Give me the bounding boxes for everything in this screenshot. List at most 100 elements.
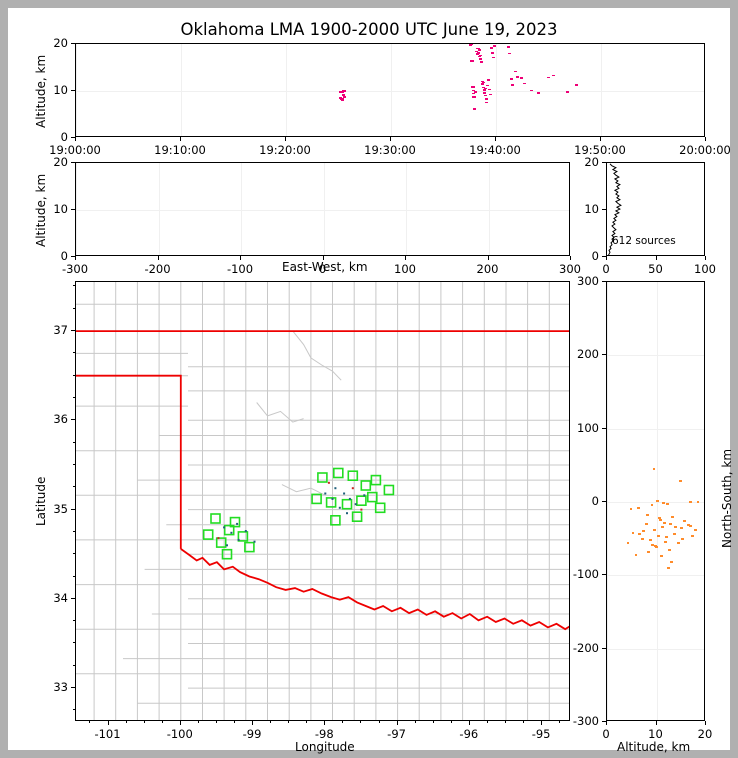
gridline-vertical — [488, 163, 490, 255]
source-point — [656, 499, 659, 502]
source-point — [506, 46, 510, 48]
station-marker — [244, 541, 255, 553]
station-marker — [330, 515, 341, 526]
y-tick-label: 0 — [60, 130, 68, 144]
station-marker — [332, 467, 344, 479]
source-point — [477, 55, 481, 58]
source-point — [334, 487, 337, 490]
ax2-ylabel: Altitude, km — [34, 173, 48, 247]
source-point — [663, 521, 666, 524]
source-point — [696, 501, 700, 503]
altitude-histogram-panel[interactable] — [606, 162, 705, 256]
x-tick — [324, 721, 326, 725]
x-tick-label: 0 — [602, 262, 610, 276]
y-tick-label: -300 — [572, 714, 599, 728]
gridline-vertical — [323, 163, 325, 255]
x-minor-tick — [414, 721, 416, 723]
x-tick-label: -200 — [144, 262, 171, 276]
source-point — [351, 487, 354, 490]
source-point — [470, 60, 474, 62]
state-border-south — [180, 548, 569, 631]
source-point — [475, 53, 480, 55]
x-minor-tick — [179, 721, 181, 723]
source-point — [651, 543, 654, 546]
x-tick — [655, 256, 657, 260]
source-point — [522, 82, 526, 85]
x-tick-label: 50 — [648, 262, 663, 276]
x-minor-tick — [143, 721, 145, 723]
east-west-height-panel[interactable] — [75, 162, 570, 256]
y-minor-tick — [73, 530, 75, 532]
top-spine-gap — [255, 160, 270, 163]
x-minor-tick — [450, 721, 452, 723]
source-point — [226, 544, 228, 547]
y-tick-label: 300 — [577, 274, 599, 288]
top-spine-gap — [307, 160, 322, 163]
gridline-vertical — [496, 44, 497, 136]
source-point — [484, 98, 488, 100]
station-marker — [374, 502, 386, 514]
y-minor-tick — [73, 642, 75, 644]
source-point — [670, 561, 673, 564]
station-marker — [370, 474, 382, 486]
source-point — [223, 526, 226, 529]
source-point — [482, 89, 486, 91]
altitude-north-south-panel[interactable] — [606, 281, 705, 721]
y-tick — [71, 137, 75, 138]
y-minor-tick — [73, 463, 75, 465]
source-point — [474, 90, 478, 93]
x-tick — [705, 256, 706, 260]
y-minor-tick — [73, 575, 75, 577]
y-minor-tick — [73, 664, 75, 666]
source-point — [631, 531, 635, 534]
x-tick-label: 100 — [694, 262, 716, 276]
x-tick-label: 300 — [559, 262, 581, 276]
source-point — [477, 51, 481, 54]
x-minor-tick — [197, 721, 199, 723]
source-point — [660, 555, 663, 558]
station-marker — [317, 472, 328, 483]
y-tick-label: -200 — [572, 640, 599, 655]
ax2-xlabel: East-West, km — [282, 260, 368, 274]
y-minor-tick — [73, 374, 75, 376]
source-point — [680, 527, 683, 530]
source-point — [666, 503, 669, 506]
map-plan-view-panel[interactable] — [75, 281, 570, 721]
gridline-vertical — [391, 44, 392, 136]
gridline-horizontal — [607, 502, 704, 503]
gridline-vertical — [286, 44, 287, 136]
source-point — [566, 91, 570, 94]
gridline-vertical — [241, 163, 242, 255]
x-tick-label: 19:20:00 — [259, 143, 311, 157]
y-tick — [602, 427, 606, 429]
station-marker — [351, 511, 363, 522]
y-tick-label: 10 — [53, 202, 68, 216]
gridline-horizontal — [76, 91, 704, 92]
y-minor-tick — [73, 597, 75, 599]
x-minor-tick — [541, 721, 543, 723]
source-point — [489, 47, 493, 49]
x-minor-tick — [523, 721, 525, 723]
top-spine-gap — [333, 160, 348, 163]
station-marker — [311, 493, 322, 505]
time-height-panel[interactable] — [75, 43, 705, 137]
source-point — [488, 93, 492, 96]
y-tick-label: 20 — [584, 155, 599, 169]
source-point — [340, 98, 344, 100]
source-point — [647, 550, 650, 553]
x-minor-tick — [504, 721, 506, 723]
source-point — [515, 75, 519, 78]
source-point — [677, 542, 680, 545]
source-point — [665, 536, 668, 539]
top-spine-gap — [359, 160, 374, 163]
y-tick-label: 100 — [577, 420, 599, 435]
ax5-ylabel: North-South, km — [720, 448, 734, 548]
histogram-line — [608, 163, 622, 255]
top-spine-gap — [385, 160, 400, 163]
source-point — [363, 494, 366, 497]
x-minor-tick — [559, 721, 561, 723]
source-point — [519, 77, 524, 79]
gridline-horizontal — [607, 355, 704, 357]
source-point — [509, 78, 513, 80]
ax4-ylabel: Latitude — [34, 476, 48, 526]
